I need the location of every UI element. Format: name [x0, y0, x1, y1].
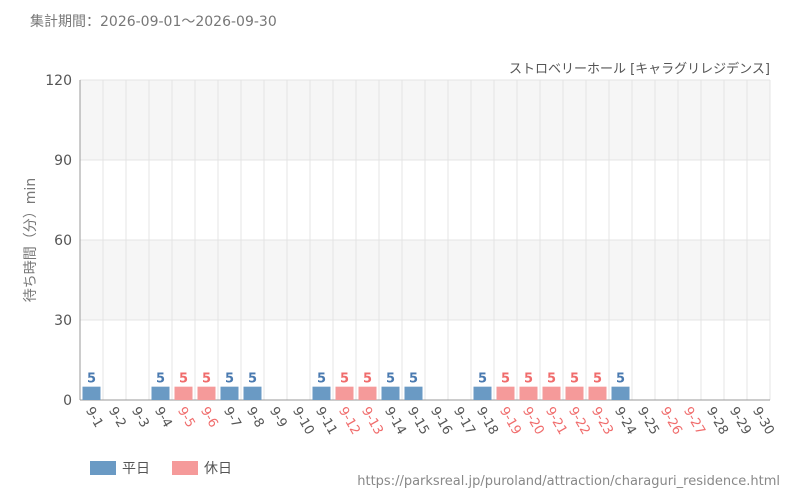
- x-tick-label: 9-9: [266, 405, 290, 431]
- x-tick-label: 9-17: [450, 405, 478, 438]
- legend: 平日 休日: [90, 458, 254, 478]
- x-tick-label: 9-21: [542, 405, 570, 438]
- x-tick-label: 9-25: [634, 405, 662, 438]
- bar: [82, 386, 101, 400]
- x-tick-label: 9-10: [289, 405, 317, 438]
- bar-value-label: 5: [248, 372, 257, 387]
- x-tick-label: 9-29: [726, 405, 754, 438]
- legend-label-weekday: 平日: [122, 461, 150, 477]
- x-tick-label: 9-8: [243, 405, 267, 431]
- bar-value-label: 5: [547, 372, 556, 387]
- legend-label-holiday: 休日: [204, 461, 232, 477]
- bar: [220, 386, 239, 400]
- x-tick-label: 9-16: [427, 405, 455, 438]
- bar: [473, 386, 492, 400]
- bar-value-label: 5: [524, 372, 533, 387]
- bar: [151, 386, 170, 400]
- x-tick-label: 9-19: [496, 405, 524, 438]
- x-tick-label: 9-6: [197, 405, 221, 431]
- x-tick-label: 9-5: [174, 405, 198, 431]
- x-tick-label: 9-24: [611, 405, 639, 438]
- bar: [404, 386, 423, 400]
- bar-value-label: 5: [87, 372, 96, 387]
- x-tick-label: 9-15: [404, 405, 432, 438]
- x-tick-label: 9-30: [749, 405, 777, 438]
- bar-value-label: 5: [593, 372, 602, 387]
- x-tick-label: 9-7: [220, 405, 244, 431]
- bar: [519, 386, 538, 400]
- y-tick-label: 30: [54, 313, 72, 329]
- bar: [611, 386, 630, 400]
- source-url[interactable]: https://parksreal.jp/puroland/attraction…: [357, 474, 780, 489]
- x-tick-label: 9-20: [519, 405, 547, 438]
- y-tick-label: 120: [45, 73, 72, 89]
- x-tick-label: 9-18: [473, 405, 501, 438]
- x-tick-label: 9-3: [128, 405, 152, 431]
- bar: [358, 386, 377, 400]
- bar: [496, 386, 515, 400]
- chart-title: ストロベリーホール [キャラグリレジデンス]: [509, 61, 770, 77]
- x-tick-label: 9-28: [703, 405, 731, 438]
- bar: [565, 386, 584, 400]
- bar-value-label: 5: [225, 372, 234, 387]
- bar-value-label: 5: [202, 372, 211, 387]
- x-tick-label: 9-27: [680, 405, 708, 438]
- bar: [243, 386, 262, 400]
- bar-value-label: 5: [616, 372, 625, 387]
- bar: [542, 386, 561, 400]
- bar: [381, 386, 400, 400]
- holiday-swatch: [172, 461, 198, 475]
- x-tick-label: 9-13: [358, 405, 386, 438]
- bar-value-label: 5: [156, 372, 165, 387]
- bar: [335, 386, 354, 400]
- x-tick-label: 9-1: [82, 405, 106, 431]
- y-tick-label: 60: [54, 233, 72, 249]
- bar-value-label: 5: [317, 372, 326, 387]
- bar-value-label: 5: [478, 372, 487, 387]
- x-tick-label: 9-14: [381, 405, 409, 438]
- weekday-swatch: [90, 461, 116, 475]
- bar: [588, 386, 607, 400]
- bar: [197, 386, 216, 400]
- bar-value-label: 5: [409, 372, 418, 387]
- bar: [312, 386, 331, 400]
- bar-value-label: 5: [570, 372, 579, 387]
- period-label: 集計期間：2026-09-01〜2026-09-30: [30, 14, 277, 30]
- bar-value-label: 5: [501, 372, 510, 387]
- x-tick-label: 9-26: [657, 405, 685, 438]
- x-tick-label: 9-2: [105, 405, 129, 431]
- y-tick-label: 0: [63, 393, 72, 409]
- x-tick-label: 9-12: [335, 405, 363, 438]
- legend-item-weekday: 平日: [90, 458, 150, 478]
- x-tick-label: 9-23: [588, 405, 616, 438]
- x-tick-label: 9-4: [151, 405, 175, 431]
- bar-value-label: 5: [179, 372, 188, 387]
- bar-value-label: 5: [386, 372, 395, 387]
- x-tick-label: 9-11: [312, 405, 340, 438]
- bar: [174, 386, 193, 400]
- bar-value-label: 5: [340, 372, 349, 387]
- legend-item-holiday: 休日: [172, 458, 232, 478]
- x-tick-label: 9-22: [565, 405, 593, 438]
- y-tick-label: 90: [54, 153, 72, 169]
- bar-value-label: 5: [363, 372, 372, 387]
